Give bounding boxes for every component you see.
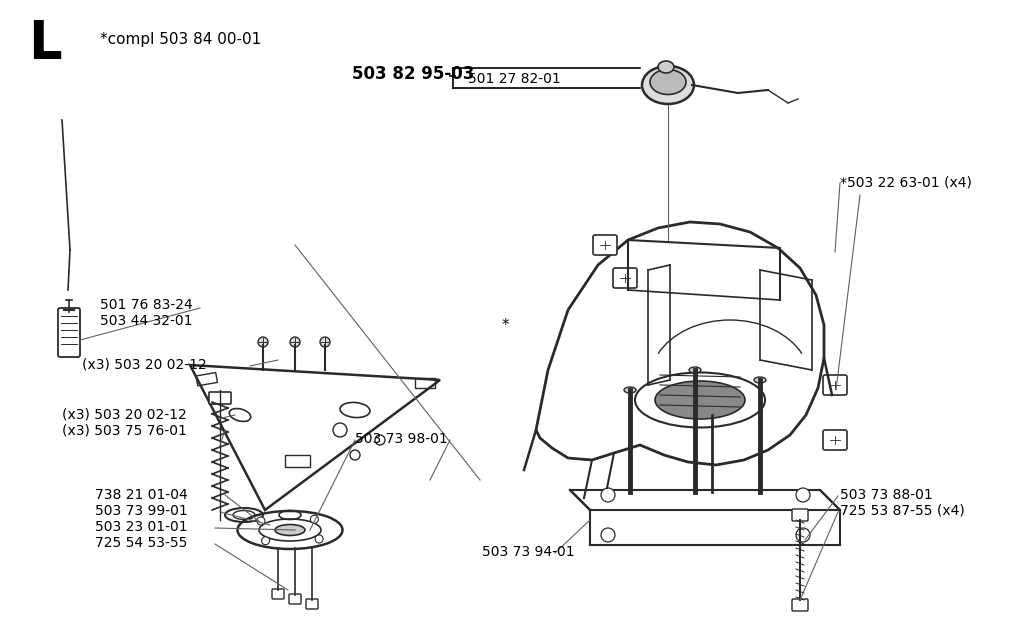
FancyBboxPatch shape: [209, 392, 231, 404]
FancyBboxPatch shape: [823, 375, 847, 395]
Circle shape: [258, 337, 268, 347]
Text: 503 44 32-01: 503 44 32-01: [100, 314, 193, 328]
Circle shape: [601, 488, 615, 502]
Circle shape: [257, 517, 265, 525]
Text: (x3) 503 20 02-12: (x3) 503 20 02-12: [62, 408, 186, 422]
Circle shape: [310, 515, 318, 524]
Text: *503 22 63-01 (x4): *503 22 63-01 (x4): [840, 175, 972, 189]
FancyBboxPatch shape: [593, 235, 617, 255]
Text: L: L: [28, 18, 61, 70]
Circle shape: [290, 337, 300, 347]
Text: 725 53 87-55 (x4): 725 53 87-55 (x4): [840, 504, 965, 518]
Ellipse shape: [658, 61, 674, 73]
FancyBboxPatch shape: [792, 599, 808, 611]
Text: (x3) 503 20 02-12: (x3) 503 20 02-12: [82, 358, 207, 372]
FancyBboxPatch shape: [823, 430, 847, 450]
Text: *compl 503 84 00-01: *compl 503 84 00-01: [100, 32, 261, 47]
Text: 725 54 53-55: 725 54 53-55: [95, 536, 187, 550]
Text: 503 73 99-01: 503 73 99-01: [95, 504, 187, 518]
Text: *: *: [502, 318, 510, 333]
Bar: [415, 378, 435, 388]
Text: 738 21 01-04: 738 21 01-04: [95, 488, 187, 502]
FancyBboxPatch shape: [306, 599, 318, 609]
Ellipse shape: [689, 367, 701, 373]
Ellipse shape: [275, 525, 305, 535]
Text: 503 73 94-01: 503 73 94-01: [482, 545, 574, 559]
Text: 503 82 95-03: 503 82 95-03: [352, 65, 474, 83]
Ellipse shape: [624, 387, 636, 393]
Ellipse shape: [650, 70, 686, 95]
Ellipse shape: [754, 377, 766, 383]
FancyBboxPatch shape: [58, 308, 80, 357]
Circle shape: [796, 528, 810, 542]
Text: 501 76 83-24: 501 76 83-24: [100, 298, 193, 312]
Text: (x3) 503 75 76-01: (x3) 503 75 76-01: [62, 424, 186, 438]
FancyBboxPatch shape: [613, 268, 637, 288]
Circle shape: [319, 337, 330, 347]
FancyBboxPatch shape: [272, 589, 284, 599]
Text: 503 73 98-01: 503 73 98-01: [355, 432, 447, 446]
FancyBboxPatch shape: [289, 594, 301, 604]
Text: 503 23 01-01: 503 23 01-01: [95, 520, 187, 534]
Bar: [196, 372, 217, 386]
Circle shape: [601, 528, 615, 542]
FancyBboxPatch shape: [792, 509, 808, 521]
Ellipse shape: [655, 381, 745, 419]
Text: 501 27 82-01: 501 27 82-01: [468, 72, 561, 86]
Text: 503 73 88-01: 503 73 88-01: [840, 488, 933, 502]
Circle shape: [261, 537, 269, 545]
Circle shape: [796, 488, 810, 502]
Ellipse shape: [642, 66, 694, 104]
Circle shape: [315, 535, 324, 543]
Bar: [285, 455, 310, 467]
